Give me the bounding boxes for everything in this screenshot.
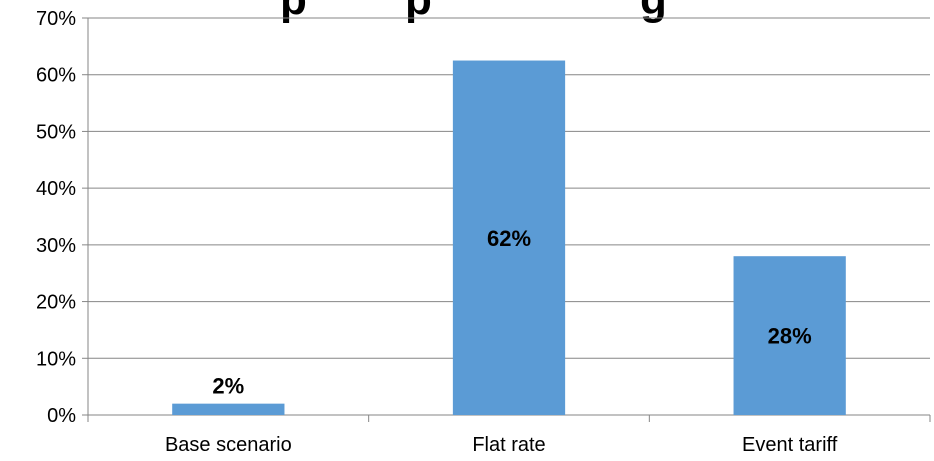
bar-event-tariff bbox=[733, 256, 846, 415]
y-tick-label: 20% bbox=[36, 292, 76, 314]
y-tick-label: 0% bbox=[47, 405, 76, 427]
bar-flat-rate bbox=[452, 60, 566, 416]
bar-base-scenario bbox=[172, 403, 285, 415]
chart-title-fragments: ppg bbox=[280, 0, 667, 24]
y-tick-label: 30% bbox=[36, 235, 76, 257]
bars bbox=[172, 60, 846, 416]
labels: 0% 10% 20% 30% 40% 50% 60% 70% Base scenario 2% Fl… bbox=[36, 8, 838, 456]
data-label: 2% bbox=[212, 374, 244, 399]
y-tick-label: 60% bbox=[36, 65, 76, 87]
data-label: 62% bbox=[487, 226, 531, 251]
x-tick-label: Base scenario bbox=[165, 434, 292, 456]
y-tick-label: 40% bbox=[36, 178, 76, 200]
chart-title-fragment: p bbox=[405, 0, 432, 24]
data-label: 28% bbox=[768, 324, 812, 349]
y-tick-label: 70% bbox=[36, 8, 76, 30]
chart-title-fragment: p bbox=[280, 0, 307, 24]
y-tick-label: 50% bbox=[36, 121, 76, 143]
chart-title-fragment: g bbox=[640, 0, 667, 24]
x-tick-label: Flat rate bbox=[472, 434, 545, 456]
y-tick-label: 10% bbox=[36, 348, 76, 370]
x-tick-label: Event tariff bbox=[742, 434, 838, 456]
